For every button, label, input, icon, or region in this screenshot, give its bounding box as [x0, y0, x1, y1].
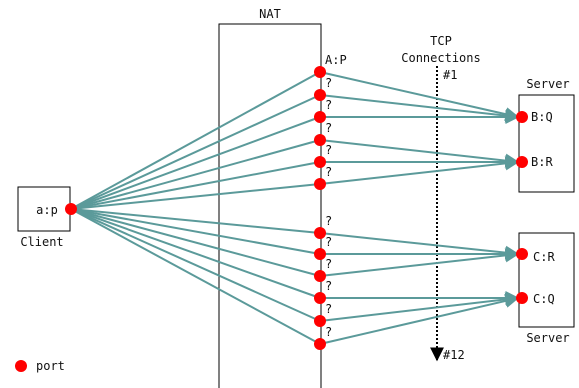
- server-bottom-box: [519, 233, 574, 327]
- nat-to-server-arrow: [320, 233, 518, 254]
- server-port-dot: [516, 111, 528, 123]
- tcp-label-line2: Connections: [401, 51, 480, 65]
- client-to-nat-line: [71, 209, 320, 254]
- server-port-dot: [516, 248, 528, 260]
- nat-port-label: ?: [325, 165, 332, 179]
- legend-port-label: port: [36, 359, 65, 373]
- connections-layer: [71, 72, 518, 344]
- legend-port-dot: [15, 360, 27, 372]
- client-port-dot: [65, 203, 77, 215]
- nat-label: NAT: [259, 7, 281, 21]
- nat-box: [219, 24, 321, 388]
- server-bottom-label: Server: [526, 331, 569, 345]
- nat-to-server-arrow: [320, 140, 518, 162]
- ports-layer: [65, 66, 528, 350]
- client-to-nat-line: [71, 209, 320, 298]
- nat-to-server-arrow: [320, 298, 518, 344]
- nat-port-label: A:P: [325, 53, 347, 67]
- client-to-nat-line: [71, 95, 320, 209]
- tcp-label-line1: TCP: [430, 34, 452, 48]
- nat-to-server-arrow: [320, 72, 518, 117]
- nat-port-label: ?: [325, 235, 332, 249]
- nat-port-label: ?: [325, 98, 332, 112]
- client-port-label: a:p: [36, 203, 58, 217]
- nat-port-label: ?: [325, 76, 332, 90]
- nat-port-label: ?: [325, 214, 332, 228]
- client-to-nat-line: [71, 162, 320, 209]
- server-port-dot: [516, 292, 528, 304]
- port-bq-label: B:Q: [531, 110, 553, 124]
- port-cr-label: C:R: [533, 250, 555, 264]
- nat-port-label: ?: [325, 121, 332, 135]
- nat-port-label: ?: [325, 325, 332, 339]
- server-port-dot: [516, 156, 528, 168]
- client-to-nat-line: [71, 117, 320, 209]
- client-to-nat-line: [71, 140, 320, 209]
- nat-port-label: ?: [325, 257, 332, 271]
- port-cq-label: C:Q: [533, 292, 555, 306]
- port-br-label: B:R: [531, 155, 553, 169]
- nat-to-server-arrow: [320, 298, 518, 321]
- nat-to-server-arrow: [320, 95, 518, 117]
- nat-to-server-arrow: [320, 254, 518, 276]
- server-top-label: Server: [526, 77, 569, 91]
- nat-port-dot: [314, 178, 326, 190]
- nat-to-server-arrow: [320, 162, 518, 184]
- nat-port-dot: [314, 338, 326, 350]
- nat-port-label: ?: [325, 279, 332, 293]
- client-label: Client: [20, 235, 63, 249]
- nat-port-label: ?: [325, 302, 332, 316]
- first-connection-label: #1: [443, 68, 457, 82]
- nat-port-label: ?: [325, 143, 332, 157]
- last-connection-label: #12: [443, 348, 465, 362]
